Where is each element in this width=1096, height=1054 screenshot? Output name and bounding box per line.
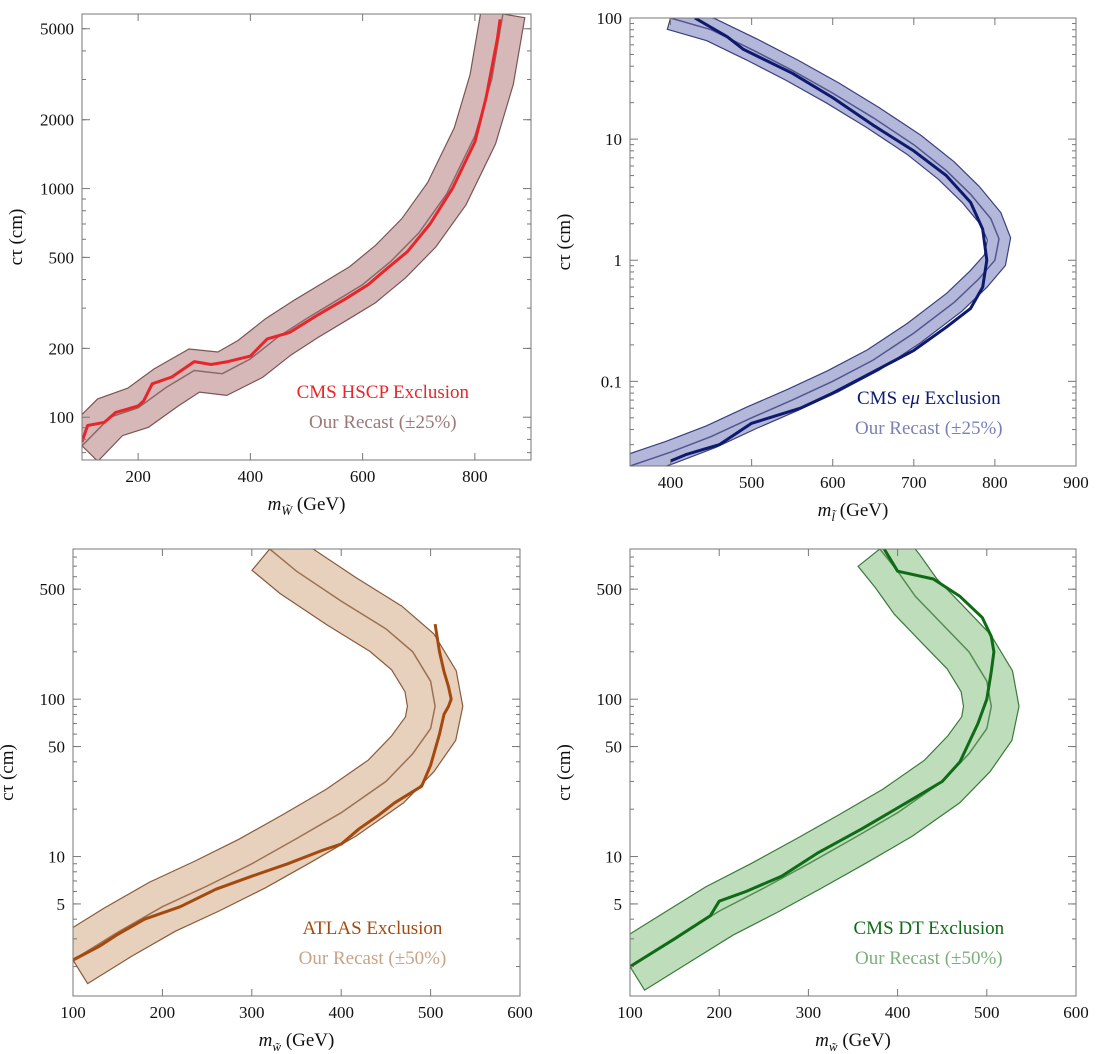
- y-tick-label: 100: [40, 690, 66, 709]
- exclusion-line: [82, 19, 502, 443]
- x-tick-label: 500: [418, 1003, 444, 1022]
- x-tick-label: 200: [125, 467, 151, 486]
- y-tick-label: 50: [48, 738, 65, 757]
- x-axis-title: mw̃ (GeV): [815, 1030, 891, 1054]
- y-tick-label: 5: [614, 895, 623, 914]
- chart-hscp: 200 400 600 800 100 200 500 1000 2000 5000 cτ (cm)…: [6, 13, 532, 518]
- x-tick-label: 400: [885, 1003, 911, 1022]
- y-tick-label: 10: [605, 848, 622, 867]
- x-axis-title: mw̃ (GeV): [259, 1030, 335, 1054]
- x-tick-label: 400: [238, 467, 264, 486]
- recast-band: [630, 549, 1020, 991]
- recast-band: [73, 549, 464, 985]
- y-tick-label: 100: [597, 690, 623, 709]
- y-axis-title: cτ (cm): [6, 209, 27, 266]
- y-tick-label: 5: [57, 895, 66, 914]
- chart-atlas: 100 200 300 400 500 600 5 10 50 100 500 cτ (cm) mw̃ …: [0, 548, 533, 1054]
- y-tick-label: 100: [49, 408, 75, 427]
- legend-entry-recast: Our Recast (±50%): [299, 948, 447, 969]
- x-tick-label: 500: [739, 473, 765, 492]
- x-tick-label: 800: [982, 473, 1008, 492]
- y-tick-label: 500: [597, 580, 623, 599]
- x-tick-label: 600: [1063, 1003, 1089, 1022]
- plot-frame: [81, 13, 532, 461]
- y-tick-label: 50: [605, 738, 622, 757]
- legend-entry-exclusion: CMS eμ Exclusion: [857, 388, 1001, 409]
- legend-entry-recast: Our Recast (±25%): [309, 412, 457, 433]
- recast-band: [630, 18, 1012, 466]
- x-tick-label: 600: [507, 1003, 533, 1022]
- recast-central-line: [630, 549, 993, 968]
- y-tick-label: 500: [49, 248, 75, 267]
- y-tick-label: 1000: [40, 180, 74, 199]
- y-tick-label: 10: [48, 848, 65, 867]
- x-tick-label: 400: [658, 473, 684, 492]
- chart-cms-dt: 100 200 300 400 500 600 5 10 50 100 500 cτ (cm) mw̃ …: [554, 548, 1089, 1054]
- y-axis-title: cτ (cm): [554, 744, 575, 801]
- plot-area: [82, 14, 526, 460]
- legend-entry-recast: Our Recast (±25%): [855, 418, 1003, 439]
- legend-entry-exclusion: ATLAS Exclusion: [303, 918, 443, 939]
- y-axis-title: cτ (cm): [554, 214, 575, 271]
- y-tick-label: 0.1: [601, 372, 622, 391]
- x-tick-label: 800: [462, 467, 488, 486]
- exclusion-line: [669, 18, 989, 463]
- recast-central-line: [82, 14, 504, 447]
- legend-entry-exclusion: CMS HSCP Exclusion: [297, 382, 470, 403]
- y-tick-label: 10: [605, 130, 622, 149]
- x-tick-label: 900: [1063, 473, 1089, 492]
- recast-band: [82, 14, 526, 460]
- x-tick-label: 100: [617, 1003, 643, 1022]
- plot-frame: [72, 548, 521, 997]
- y-tick-label: 5000: [40, 20, 74, 39]
- y-tick-label: 2000: [40, 111, 74, 130]
- exclusion-line: [73, 623, 453, 962]
- legend-entry-exclusion: CMS DT Exclusion: [854, 918, 1005, 939]
- y-axis-title: cτ (cm): [0, 744, 18, 801]
- x-tick-label: 600: [350, 467, 376, 486]
- plot-area: [630, 549, 1020, 991]
- plot-frame: [629, 17, 1077, 467]
- x-tick-label: 300: [239, 1003, 265, 1022]
- plot-area: [73, 549, 464, 985]
- x-tick-label: 700: [901, 473, 927, 492]
- plot-area: [630, 18, 1012, 466]
- x-axis-title: ml̃ (GeV): [818, 500, 889, 524]
- chart-emu: 400 500 600 700 800 900 0.1 1 10 100 cτ (cm) ml̃ (G…: [554, 9, 1089, 524]
- x-tick-label: 400: [328, 1003, 354, 1022]
- exclusion-line: [630, 549, 996, 968]
- y-tick-label: 500: [40, 580, 66, 599]
- recast-central-line: [630, 18, 1000, 466]
- x-tick-label: 100: [60, 1003, 86, 1022]
- y-tick-label: 100: [597, 9, 623, 28]
- x-tick-label: 200: [706, 1003, 732, 1022]
- recast-central-line: [73, 549, 436, 961]
- y-tick-label: 1: [614, 251, 623, 270]
- plot-frame: [629, 548, 1077, 997]
- x-tick-label: 300: [796, 1003, 822, 1022]
- x-tick-label: 500: [974, 1003, 1000, 1022]
- x-axis-title: mW̃ (GeV): [268, 494, 346, 518]
- legend-entry-recast: Our Recast (±50%): [855, 948, 1003, 969]
- x-tick-label: 600: [820, 473, 846, 492]
- x-tick-label: 200: [150, 1003, 176, 1022]
- y-tick-label: 200: [49, 339, 75, 358]
